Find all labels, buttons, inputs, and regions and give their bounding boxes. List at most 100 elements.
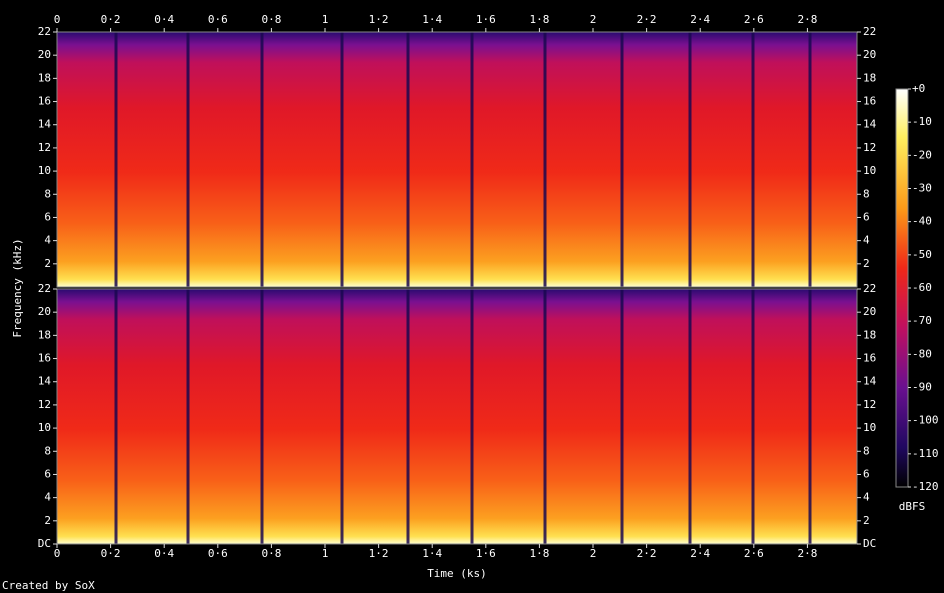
- segment-gap: [340, 32, 344, 287]
- plot-frame: [56, 288, 858, 545]
- x-tick-label: 1·4: [422, 13, 442, 26]
- segment-gap: [260, 32, 264, 287]
- segment-gap: [620, 289, 624, 544]
- colorbar-tick-label: -50: [912, 248, 932, 261]
- x-tick-label: 0·6: [208, 547, 228, 560]
- segment-gap: [688, 289, 692, 544]
- plot-frame: [56, 31, 858, 288]
- x-tick-label: 2·8: [797, 13, 817, 26]
- y-tick-label: 4: [863, 491, 870, 504]
- segment-gap: [406, 32, 410, 287]
- footer: Created by SoX: [2, 579, 95, 592]
- y-tick-label: 10: [38, 164, 51, 177]
- x-tick-label: 1·4: [422, 547, 442, 560]
- x-tick-label: 2·2: [637, 13, 657, 26]
- segment-gap: [620, 32, 624, 287]
- y-tick-label: 6: [44, 210, 51, 223]
- colorbar-tick-label: -60: [912, 281, 932, 294]
- y-tick-label: 20: [863, 305, 876, 318]
- segment-gap: [406, 289, 410, 544]
- x-tick-label: 1·8: [529, 13, 549, 26]
- y-tick-label: 16: [863, 352, 876, 365]
- y-axis-label: Frequency (kHz): [11, 238, 24, 337]
- y-tick-label: 20: [863, 48, 876, 61]
- x-tick-label: 0·4: [154, 13, 174, 26]
- y-tick-label: 14: [38, 375, 52, 388]
- x-tick-label: 0·8: [261, 547, 281, 560]
- segment-gap: [808, 289, 812, 544]
- segment-gap: [114, 32, 118, 287]
- segment-gap: [543, 289, 547, 544]
- colorbar-tick-label: -110: [912, 447, 939, 460]
- x-tick-label: 0·2: [101, 13, 121, 26]
- colorbar-tick-label: -10: [912, 115, 932, 128]
- x-tick-label: 1·2: [369, 13, 389, 26]
- x-tick-label: 1·2: [369, 547, 389, 560]
- y-tick-label: 10: [863, 164, 876, 177]
- y-tick-label: 4: [44, 234, 51, 247]
- y-tick-label: 8: [44, 187, 51, 200]
- x-tick-label: 2·4: [690, 547, 710, 560]
- y-tick-label: 22: [38, 25, 51, 38]
- segment-gap: [260, 289, 264, 544]
- segment-gap: [470, 289, 474, 544]
- y-tick-label: 8: [863, 187, 870, 200]
- y-tick-label: DC: [38, 537, 51, 550]
- segment-gap: [751, 32, 755, 287]
- y-tick-label: 20: [38, 305, 51, 318]
- x-tick-label: 2·2: [637, 547, 657, 560]
- segment-gap: [470, 32, 474, 287]
- colorbar-tick-label: -90: [912, 381, 932, 394]
- segment-gap: [186, 32, 190, 287]
- colorbar-tick-label: -20: [912, 148, 932, 161]
- y-tick-label: 6: [863, 467, 870, 480]
- x-tick-label: 2·6: [744, 13, 764, 26]
- y-tick-label: 4: [863, 234, 870, 247]
- y-tick-label: 8: [44, 444, 51, 457]
- x-tick-label: 0·2: [101, 547, 121, 560]
- segment-gap: [688, 32, 692, 287]
- x-tick-label: 0·4: [154, 547, 174, 560]
- x-tick-label: 0: [54, 13, 61, 26]
- y-tick-label: 10: [863, 421, 876, 434]
- segment-gap: [114, 289, 118, 544]
- colorbar-tick-label: -70: [912, 314, 932, 327]
- colorbar-tick-label: +0: [912, 82, 925, 95]
- y-tick-label: 14: [863, 118, 877, 131]
- y-tick-label: DC: [863, 537, 876, 550]
- y-tick-label: 20: [38, 48, 51, 61]
- x-axis-label: Time (ks): [427, 567, 487, 580]
- x-tick-label: 2: [590, 547, 597, 560]
- y-tick-label: 16: [863, 95, 876, 108]
- colorbar: [895, 88, 909, 488]
- x-tick-label: 0·8: [261, 13, 281, 26]
- y-tick-label: 2: [44, 514, 51, 527]
- x-tick-label: 2: [590, 13, 597, 26]
- x-tick-label: 0: [54, 547, 61, 560]
- y-tick-label: 18: [863, 71, 876, 84]
- y-tick-label: 8: [863, 444, 870, 457]
- y-tick-label: 12: [38, 398, 51, 411]
- y-tick-label: 12: [863, 141, 876, 154]
- segment-gap: [751, 289, 755, 544]
- segment-gap: [808, 32, 812, 287]
- segment-gap: [543, 32, 547, 287]
- x-tick-label: 2·6: [744, 547, 764, 560]
- colorbar-tick-label: -100: [912, 414, 939, 427]
- x-tick-label: 1·6: [476, 13, 496, 26]
- y-tick-label: 2: [863, 514, 870, 527]
- x-tick-label: 2·8: [797, 547, 817, 560]
- x-tick-label: 1: [322, 13, 329, 26]
- x-tick-label: 1·8: [529, 547, 549, 560]
- y-tick-label: 18: [38, 328, 51, 341]
- y-tick-label: 18: [38, 71, 51, 84]
- y-tick-label: 2: [44, 257, 51, 270]
- y-tick-label: 6: [44, 467, 51, 480]
- y-tick-label: 10: [38, 421, 51, 434]
- colorbar-tick-label: -120: [912, 480, 939, 493]
- x-tick-label: 1: [322, 547, 329, 560]
- segment-gap: [186, 289, 190, 544]
- y-tick-label: 12: [863, 398, 876, 411]
- y-tick-label: 12: [38, 141, 51, 154]
- colorbar-tick-label: -30: [912, 182, 932, 195]
